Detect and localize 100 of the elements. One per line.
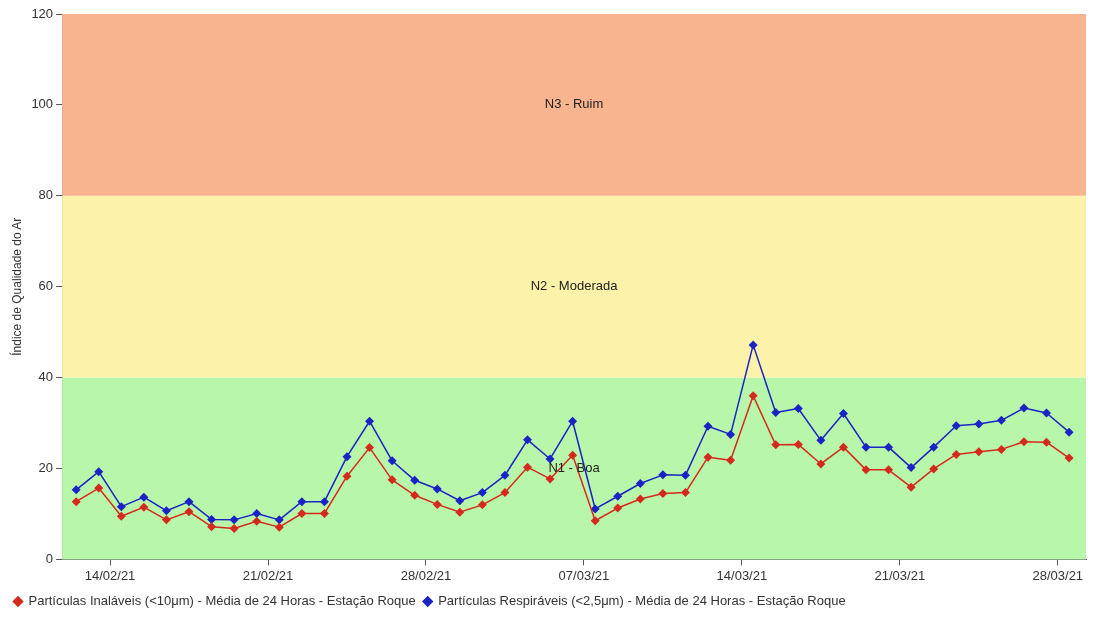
point bbox=[793, 404, 803, 414]
point bbox=[297, 509, 307, 518]
x-tick-label: 14/02/21 bbox=[84, 567, 136, 583]
point bbox=[229, 523, 239, 533]
point bbox=[748, 391, 758, 401]
x-tick-label: 14/03/21 bbox=[716, 567, 768, 583]
point bbox=[838, 409, 848, 419]
point bbox=[861, 442, 871, 452]
point bbox=[319, 497, 329, 507]
point bbox=[1064, 427, 1074, 437]
point bbox=[184, 507, 194, 517]
point bbox=[703, 421, 713, 431]
point bbox=[726, 455, 736, 465]
point bbox=[1019, 403, 1029, 413]
point bbox=[680, 470, 690, 480]
point bbox=[252, 509, 262, 518]
point bbox=[545, 454, 555, 464]
point bbox=[139, 502, 149, 512]
point bbox=[884, 465, 894, 475]
point bbox=[365, 416, 375, 426]
point bbox=[410, 475, 420, 485]
y-tick-label: 0 bbox=[45, 550, 54, 566]
point bbox=[771, 408, 781, 418]
point bbox=[703, 452, 713, 462]
point bbox=[1042, 408, 1052, 418]
point bbox=[455, 496, 465, 506]
point bbox=[161, 506, 171, 516]
point bbox=[274, 522, 284, 532]
x-tick-label: 28/02/21 bbox=[400, 567, 452, 583]
point bbox=[590, 504, 600, 514]
point bbox=[94, 467, 104, 477]
point bbox=[274, 515, 284, 525]
point bbox=[884, 442, 894, 452]
point bbox=[342, 471, 352, 481]
legend-label: Partículas Inaláveis (<10μm) - Média de 24 Horas - Estação Roque bbox=[28, 593, 416, 609]
x-tick-label: 21/03/21 bbox=[874, 567, 926, 583]
point bbox=[252, 516, 262, 526]
point bbox=[94, 483, 104, 493]
point bbox=[342, 452, 352, 462]
point bbox=[500, 470, 510, 480]
point bbox=[455, 507, 465, 517]
point bbox=[568, 416, 578, 426]
point bbox=[71, 485, 81, 495]
point bbox=[816, 435, 826, 445]
point bbox=[545, 474, 555, 484]
point bbox=[410, 490, 420, 500]
point bbox=[590, 516, 600, 526]
point bbox=[816, 459, 826, 469]
band-label: N3 - Ruim bbox=[544, 96, 604, 112]
y-tick-label: 40 bbox=[38, 369, 54, 385]
point bbox=[184, 497, 194, 507]
point bbox=[207, 514, 217, 524]
point bbox=[207, 522, 217, 532]
point bbox=[680, 488, 690, 498]
point bbox=[929, 442, 939, 452]
point bbox=[229, 515, 239, 525]
point bbox=[996, 444, 1006, 454]
point bbox=[974, 419, 984, 429]
y-tick-label: 80 bbox=[38, 187, 54, 203]
point bbox=[71, 497, 81, 507]
point bbox=[568, 450, 578, 460]
point bbox=[319, 509, 329, 518]
point bbox=[613, 491, 623, 501]
point bbox=[996, 415, 1006, 425]
point bbox=[635, 494, 645, 504]
point bbox=[297, 497, 307, 507]
point bbox=[929, 464, 939, 474]
point bbox=[1064, 453, 1074, 463]
point bbox=[951, 421, 961, 431]
point bbox=[477, 488, 487, 498]
y-tick-label: 120 bbox=[31, 5, 54, 21]
point bbox=[523, 435, 532, 445]
point bbox=[613, 503, 623, 513]
x-tick-label: 21/02/21 bbox=[242, 567, 294, 583]
point bbox=[139, 492, 149, 502]
point bbox=[116, 502, 126, 512]
point bbox=[365, 443, 375, 453]
point bbox=[658, 470, 668, 480]
point bbox=[387, 456, 397, 466]
point bbox=[748, 340, 758, 350]
point bbox=[951, 449, 961, 459]
x-tick-label: 07/03/21 bbox=[558, 567, 610, 583]
point bbox=[726, 429, 736, 439]
point bbox=[161, 515, 171, 525]
point bbox=[387, 475, 397, 485]
y-tick-label: 100 bbox=[31, 96, 54, 112]
point bbox=[116, 511, 126, 521]
point bbox=[500, 488, 510, 498]
legend-label: Partículas Respiráveis (<2,5μm) - Média de 24 Horas - Estação Roque bbox=[438, 593, 846, 609]
point bbox=[477, 500, 487, 510]
point bbox=[974, 447, 984, 457]
point bbox=[838, 442, 848, 452]
point bbox=[658, 489, 668, 498]
point bbox=[432, 499, 442, 509]
point bbox=[1042, 437, 1052, 447]
y-tick-label: 20 bbox=[38, 460, 54, 476]
band-label: N2 - Moderada bbox=[530, 278, 619, 294]
point bbox=[523, 462, 532, 472]
point bbox=[906, 463, 916, 473]
point bbox=[432, 484, 442, 494]
